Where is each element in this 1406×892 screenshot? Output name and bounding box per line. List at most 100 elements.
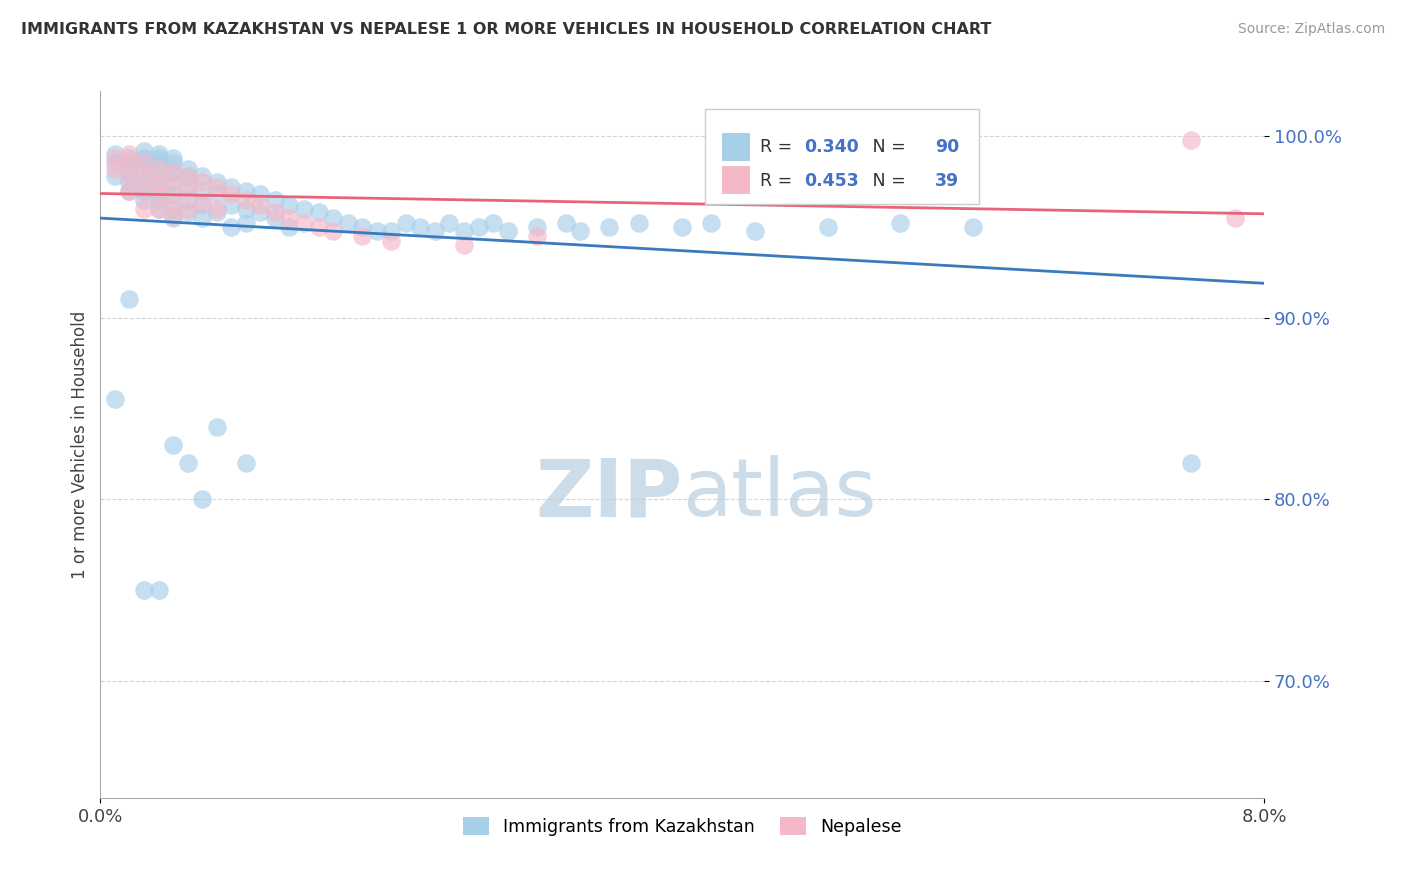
Point	[118, 184, 141, 198]
Point	[132, 193, 155, 207]
Point	[336, 216, 359, 230]
Point	[176, 193, 198, 207]
Point	[700, 216, 723, 230]
Point	[162, 151, 184, 165]
Point	[352, 219, 374, 234]
Point	[176, 456, 198, 470]
Point	[526, 229, 548, 244]
Text: 0.453: 0.453	[804, 171, 859, 190]
Point	[132, 184, 155, 198]
Point	[176, 205, 198, 219]
Point	[205, 205, 228, 219]
Point	[132, 175, 155, 189]
Text: N =: N =	[856, 138, 911, 156]
Point	[1223, 211, 1246, 225]
Point	[162, 187, 184, 202]
Point	[162, 194, 184, 209]
Text: IMMIGRANTS FROM KAZAKHSTAN VS NEPALESE 1 OR MORE VEHICLES IN HOUSEHOLD CORRELATI: IMMIGRANTS FROM KAZAKHSTAN VS NEPALESE 1…	[21, 22, 991, 37]
Point	[176, 169, 198, 183]
Point	[132, 202, 155, 216]
Point	[278, 211, 301, 225]
Point	[148, 151, 170, 165]
Point	[205, 187, 228, 202]
Point	[219, 198, 242, 212]
Point	[132, 169, 155, 183]
Point	[205, 180, 228, 194]
Point	[366, 223, 388, 237]
Text: 0.340: 0.340	[804, 138, 859, 156]
Point	[1180, 456, 1202, 470]
Point	[467, 219, 489, 234]
Point	[671, 219, 693, 234]
Point	[352, 229, 374, 244]
Point	[453, 223, 475, 237]
Point	[278, 198, 301, 212]
Point	[191, 169, 214, 183]
Point	[162, 175, 184, 189]
Point	[439, 216, 461, 230]
Point	[162, 202, 184, 216]
Point	[104, 156, 127, 170]
Point	[118, 147, 141, 161]
Point	[235, 202, 257, 216]
Legend: Immigrants from Kazakhstan, Nepalese: Immigrants from Kazakhstan, Nepalese	[456, 810, 908, 843]
Text: 39: 39	[935, 171, 959, 190]
Point	[118, 293, 141, 307]
Point	[162, 209, 184, 223]
Point	[249, 198, 271, 212]
Point	[148, 161, 170, 176]
Point	[148, 156, 170, 170]
Point	[526, 219, 548, 234]
Point	[409, 219, 432, 234]
FancyBboxPatch shape	[706, 109, 979, 204]
Point	[162, 156, 184, 170]
FancyBboxPatch shape	[721, 166, 749, 194]
Point	[176, 161, 198, 176]
Point	[118, 184, 141, 198]
Point	[148, 184, 170, 198]
Point	[148, 193, 170, 207]
Point	[148, 165, 170, 179]
Point	[191, 492, 214, 507]
Point	[264, 211, 287, 225]
Point	[219, 219, 242, 234]
Point	[962, 219, 984, 234]
Point	[191, 175, 214, 189]
Point	[889, 216, 911, 230]
Point	[308, 219, 330, 234]
Point	[235, 193, 257, 207]
Text: 90: 90	[935, 138, 959, 156]
Point	[148, 147, 170, 161]
Point	[148, 187, 170, 202]
Point	[104, 161, 127, 176]
Point	[308, 205, 330, 219]
Y-axis label: 1 or more Vehicles in Household: 1 or more Vehicles in Household	[72, 310, 89, 579]
Point	[554, 216, 576, 230]
Point	[162, 180, 184, 194]
Point	[132, 582, 155, 597]
Point	[278, 219, 301, 234]
Point	[191, 211, 214, 225]
Point	[219, 187, 242, 202]
Point	[380, 235, 402, 249]
Point	[148, 582, 170, 597]
Point	[598, 219, 620, 234]
Point	[176, 202, 198, 216]
Text: N =: N =	[856, 171, 911, 190]
Point	[205, 202, 228, 216]
Point	[249, 187, 271, 202]
Point	[148, 175, 170, 189]
Point	[395, 216, 418, 230]
Point	[744, 223, 766, 237]
Point	[264, 205, 287, 219]
Text: ZIP: ZIP	[534, 455, 682, 533]
Point	[191, 194, 214, 209]
Point	[118, 156, 141, 170]
Point	[132, 156, 155, 170]
Point	[118, 175, 141, 189]
Point	[118, 169, 141, 183]
Point	[322, 211, 344, 225]
Point	[205, 419, 228, 434]
Point	[104, 147, 127, 161]
FancyBboxPatch shape	[721, 133, 749, 161]
